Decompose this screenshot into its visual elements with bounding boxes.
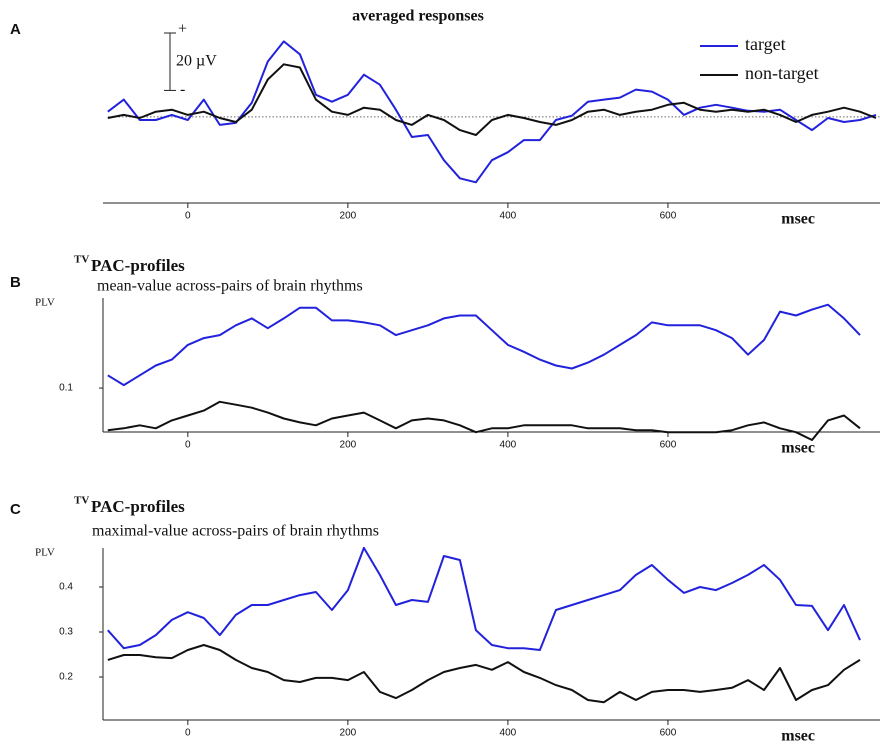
x-tick-label: 200 bbox=[340, 440, 357, 451]
x-tick-label: 0 bbox=[185, 728, 191, 739]
chart-title: PAC-profiles bbox=[91, 497, 185, 516]
x-axis-label: msec bbox=[781, 211, 815, 228]
chart-title: PAC-profiles bbox=[91, 256, 185, 275]
panel-label: A bbox=[10, 21, 21, 38]
x-tick-label: 0 bbox=[185, 211, 191, 222]
chart-title: averaged responses bbox=[352, 8, 484, 25]
x-axis-label: msec bbox=[781, 728, 815, 745]
x-tick-label: 200 bbox=[340, 211, 357, 222]
x-tick-label: 600 bbox=[660, 211, 677, 222]
x-tick-label: 600 bbox=[660, 728, 677, 739]
y-axis-label: PLV bbox=[35, 547, 55, 559]
y-tick-label: 0.1 bbox=[59, 383, 73, 394]
series-line bbox=[107, 303, 861, 387]
y-tick-label: 0.2 bbox=[59, 672, 73, 683]
x-tick-label: 600 bbox=[660, 440, 677, 451]
series-line bbox=[107, 644, 861, 704]
y-tick-label: 0.3 bbox=[59, 627, 73, 638]
title-superscript: TV bbox=[74, 254, 89, 266]
x-tick-label: 400 bbox=[500, 211, 517, 222]
title-superscript: TV bbox=[74, 495, 89, 507]
scale-minus: - bbox=[180, 81, 185, 98]
x-tick-label: 200 bbox=[340, 728, 357, 739]
series-line bbox=[107, 63, 877, 136]
y-tick-label: 0.4 bbox=[59, 582, 73, 593]
scale-label: 20 µV bbox=[176, 52, 217, 69]
scale-plus: + bbox=[178, 21, 187, 38]
legend-label: non-target bbox=[745, 63, 819, 83]
panel-label: C bbox=[10, 501, 21, 518]
subtitle: mean-value across-pairs of brain rhythms bbox=[97, 278, 363, 295]
series-line bbox=[107, 546, 861, 651]
legend-label: target bbox=[745, 34, 786, 54]
y-axis-label: PLV bbox=[35, 297, 55, 309]
x-axis-label: msec bbox=[781, 440, 815, 457]
x-tick-label: 400 bbox=[500, 440, 517, 451]
x-tick-label: 400 bbox=[500, 728, 517, 739]
x-tick-label: 0 bbox=[185, 440, 191, 451]
subtitle: maximal-value across-pairs of brain rhyt… bbox=[92, 523, 379, 540]
panel-label: B bbox=[10, 274, 21, 291]
series-line bbox=[107, 400, 861, 441]
